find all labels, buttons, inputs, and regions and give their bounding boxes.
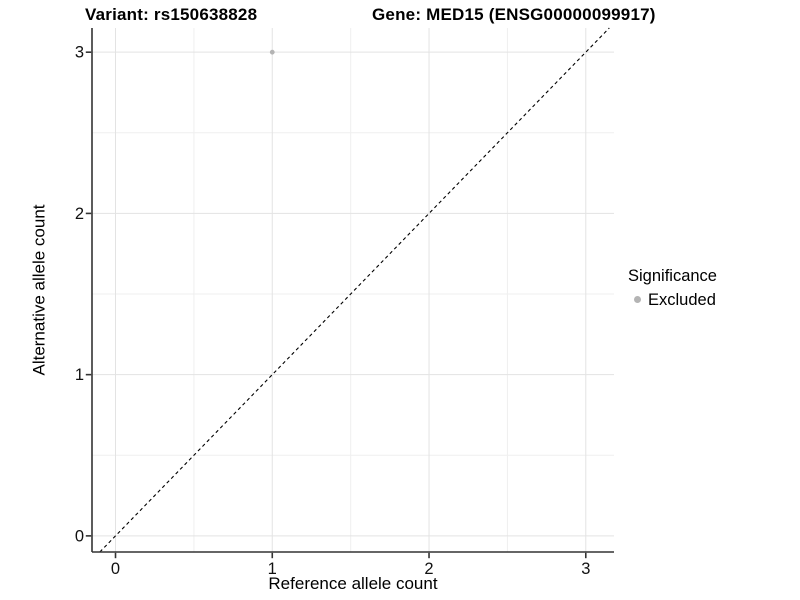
y-axis-title: Alternative allele count <box>29 204 49 376</box>
y-tick-label: 2 <box>75 205 84 223</box>
gene-title: Gene: MED15 (ENSG00000099917) <box>372 5 656 24</box>
legend-item-label: Excluded <box>648 290 716 309</box>
x-tick-label: 2 <box>424 560 433 578</box>
x-tick-label: 3 <box>581 560 590 578</box>
legend-item: Excluded <box>628 291 717 309</box>
identity-line <box>99 27 610 553</box>
legend: Significance Excluded <box>628 267 717 309</box>
y-tick-label: 3 <box>75 44 84 62</box>
legend-items: Excluded <box>628 291 717 309</box>
data-point <box>269 49 275 55</box>
x-tick-label: 1 <box>268 560 277 578</box>
legend-title: Significance <box>628 267 717 285</box>
y-tick-label: 1 <box>75 366 84 384</box>
x-tick-label: 0 <box>111 560 120 578</box>
y-tick-label: 0 <box>75 527 84 545</box>
legend-key-dot-icon <box>634 296 641 304</box>
variant-title: Variant: rs150638828 <box>85 5 258 24</box>
x-axis-title: Reference allele count <box>268 574 438 593</box>
